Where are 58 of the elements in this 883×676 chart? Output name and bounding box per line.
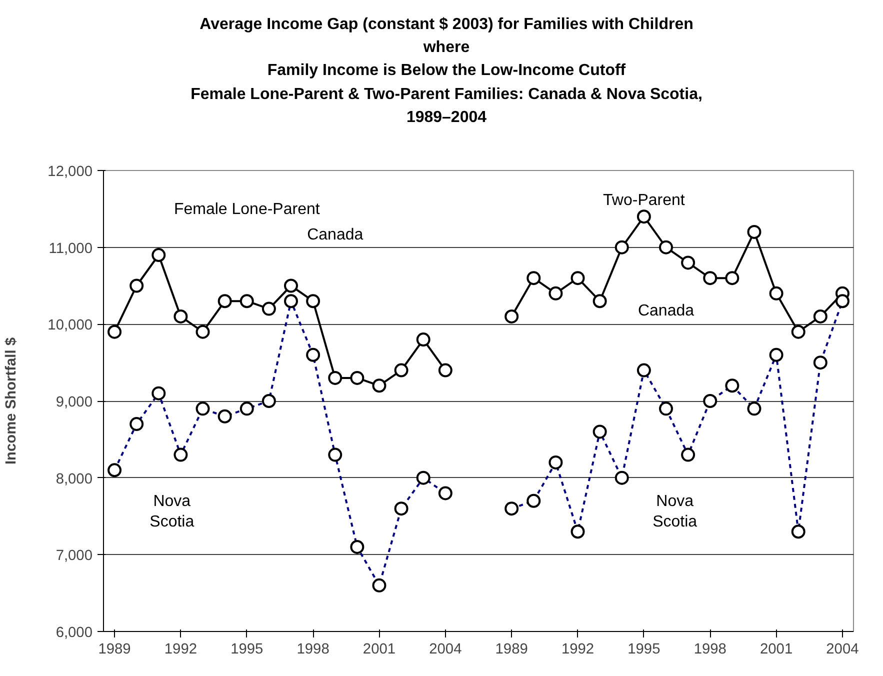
point [570,271,585,286]
x-tick-label: 1989 [495,642,528,658]
x-tick-label: 2001 [760,642,793,658]
x-tick-label: 1998 [694,642,726,658]
point [548,286,563,300]
y-tick-label: 10,000 [48,318,92,334]
x-tick-label: 1995 [628,642,660,658]
point [747,224,762,239]
y-tick-label: 12,000 [48,164,92,180]
text: Nova Scotia [150,492,194,530]
point [438,363,452,378]
point [504,309,519,324]
point [328,370,342,385]
point [152,248,166,262]
y-tick-label: 7,000 [56,548,93,564]
point [108,324,122,339]
point [350,370,364,385]
point [681,256,696,270]
point [262,302,276,316]
point [218,294,232,308]
x-tick-label: 2001 [362,642,396,658]
point [614,240,629,254]
y-tick-label: 6,000 [56,625,93,641]
point [725,271,740,286]
point [769,286,784,300]
series-label: Nova Scotia [652,492,698,530]
point [791,324,806,339]
point [174,309,188,324]
x-tick-label: 2004 [429,642,462,658]
x-tick-label: 1998 [296,642,330,658]
y-axis-title: Income Shortfall $ [4,337,20,465]
point [196,324,210,339]
x-tick-label: 1995 [230,642,264,658]
point [592,294,607,308]
y-tick-label: 8,000 [56,471,93,488]
point [372,378,386,393]
annotation: Female Lone-Parent [174,201,320,218]
point [284,278,298,293]
chart-title: Average Income Gap (constant $ 2003) for Families with Children where Family Income is Below the Low-Income Cutoff Female Lone-Parent & Two-Parent Families: Canada & Nova Scotia, 1989–2004 [190,15,702,128]
series-label: Canada [638,302,694,320]
x-tick-label: 1989 [98,642,131,658]
annotation: Two-Parent [603,192,686,209]
point [416,332,430,347]
y-tick-label: 11,000 [48,240,93,257]
point [703,271,718,286]
point [813,309,828,324]
point [240,294,254,308]
point [306,294,320,308]
y-tick-label: 9,000 [56,394,93,410]
x-tick-label: 1992 [164,642,198,658]
point [526,271,541,286]
point [394,363,408,378]
point [130,278,144,293]
text: Canada [307,226,364,244]
point [659,240,673,254]
point [636,210,651,224]
x-tick-label: 2004 [826,642,859,658]
x-tick-label: 1992 [561,642,594,658]
